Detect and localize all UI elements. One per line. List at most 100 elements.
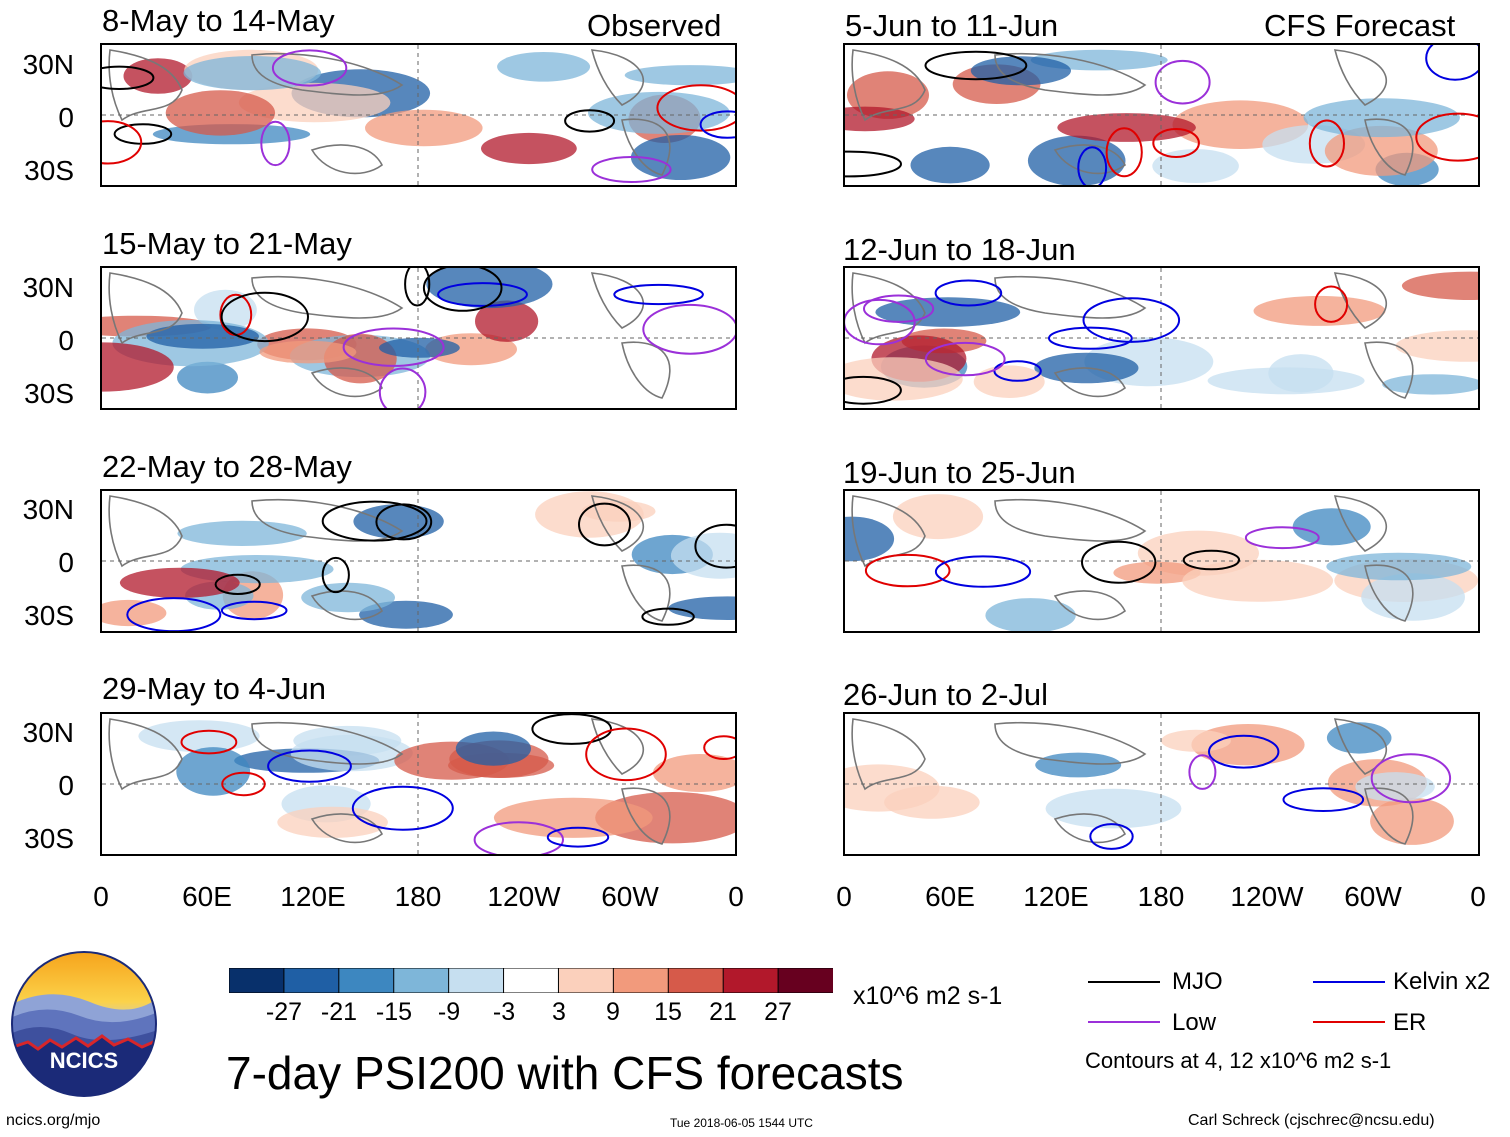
anomaly-area	[177, 520, 307, 546]
land-outline	[1053, 367, 1127, 398]
contour-line	[1105, 127, 1143, 178]
contour-line	[656, 84, 735, 132]
anomaly-area	[1113, 561, 1201, 584]
anomaly-area	[379, 337, 460, 358]
land-outline	[851, 49, 926, 122]
footer-url[interactable]: ncics.org/mjo	[6, 1112, 101, 1129]
legend-swatch-er	[1313, 1021, 1385, 1023]
anomaly-area	[892, 494, 984, 540]
contour-line	[934, 555, 1032, 588]
contour-line	[422, 268, 503, 312]
cfs-forecast-label: CFS Forecast	[1264, 8, 1456, 43]
contour-line	[214, 573, 261, 596]
colorbar-swatch	[393, 967, 450, 994]
contour-line	[1077, 146, 1108, 185]
land-outline	[1333, 718, 1387, 775]
panel-title-5: 5-Jun to 11-Jun	[845, 8, 1059, 43]
anomaly-area	[1395, 330, 1478, 362]
anomaly-area	[365, 109, 483, 147]
map-panel-3	[100, 489, 737, 633]
lon-label: 0	[728, 881, 744, 912]
legend-label-mjo: MJO	[1172, 968, 1223, 995]
colorbar-tick: 21	[709, 998, 737, 1026]
anomaly-area	[165, 90, 276, 136]
land-outline	[621, 118, 671, 176]
anomaly-area	[985, 598, 1076, 631]
colorbar-tick: 3	[552, 998, 566, 1026]
contour-line	[102, 120, 143, 165]
contour-line	[437, 282, 528, 307]
legend-label-er: ER	[1393, 1009, 1427, 1036]
footer-author: Carl Schreck (cjschrec@ncsu.edu)	[1188, 1112, 1435, 1129]
contour-line	[642, 303, 735, 355]
anomaly-area	[1182, 559, 1334, 602]
land-outline	[994, 498, 1147, 542]
anomaly-area	[497, 52, 591, 82]
land-outline	[108, 495, 183, 568]
land-outline	[251, 721, 404, 765]
anomaly-area	[176, 747, 251, 796]
contour-line	[924, 50, 1028, 81]
contour-line	[220, 600, 288, 621]
contour-line	[1370, 753, 1452, 804]
lon-label: 120W	[1230, 881, 1304, 912]
contour-line	[1282, 787, 1365, 812]
anomaly-area	[194, 289, 257, 331]
contour-line	[1425, 45, 1478, 81]
panel-title-2: 15-May to 21-May	[102, 226, 352, 261]
anomaly-area	[1207, 367, 1365, 395]
contour-line	[863, 294, 935, 323]
anomaly-area	[1292, 508, 1371, 546]
anomaly-area	[359, 600, 453, 629]
contour-line	[260, 120, 291, 167]
legend-swatch-mjo	[1088, 981, 1160, 983]
map-panel-2	[100, 266, 737, 410]
contour-line	[703, 735, 735, 760]
contour-line	[404, 268, 431, 307]
lat-label: 0	[58, 547, 74, 578]
panel-title-1: 8-May to 14-May	[102, 3, 335, 38]
anomaly-area	[138, 720, 260, 752]
lon-label: 120E	[1023, 881, 1089, 912]
panel-title-3: 22-May to 28-May	[102, 449, 352, 484]
colorbar-tick: 27	[764, 998, 792, 1026]
land-outline	[994, 275, 1147, 319]
contour-line	[126, 597, 222, 631]
lat-label: 30S	[24, 155, 74, 186]
anomaly-area	[581, 500, 656, 522]
lon-label: 180	[394, 881, 442, 912]
contour-line	[1082, 297, 1181, 343]
land-outline	[590, 718, 644, 775]
colorbar-swatch	[503, 967, 560, 994]
land-outline	[310, 813, 384, 844]
anomaly-area	[455, 731, 531, 766]
legend-swatch-low	[1088, 1021, 1160, 1023]
land-outline	[1364, 564, 1414, 622]
contour-line	[694, 523, 735, 569]
land-outline	[621, 564, 671, 622]
anomaly-area	[123, 58, 193, 94]
land-outline	[1333, 49, 1387, 106]
contour-line	[845, 375, 902, 405]
contour-line	[321, 556, 350, 594]
anomaly-area	[102, 342, 174, 392]
colorbar-tick: 9	[606, 998, 620, 1026]
land-outline	[590, 49, 644, 106]
anomaly-area	[624, 65, 735, 86]
anomaly-area	[102, 599, 167, 627]
contour-line	[1244, 526, 1320, 550]
anomaly-area	[1253, 295, 1386, 326]
contour-line	[267, 749, 352, 783]
contour-line	[221, 771, 266, 797]
lon-label: 60W	[1344, 881, 1402, 912]
contour-line	[271, 49, 348, 87]
lon-label: 120E	[280, 881, 346, 912]
contour-line	[1081, 540, 1157, 584]
anomaly-area	[668, 596, 735, 620]
anomaly-area	[1355, 772, 1435, 802]
land-outline	[851, 718, 926, 791]
anomaly-area	[277, 806, 388, 838]
contour-line	[864, 553, 951, 588]
contour-line	[1048, 326, 1133, 350]
observed-label: Observed	[587, 8, 722, 43]
